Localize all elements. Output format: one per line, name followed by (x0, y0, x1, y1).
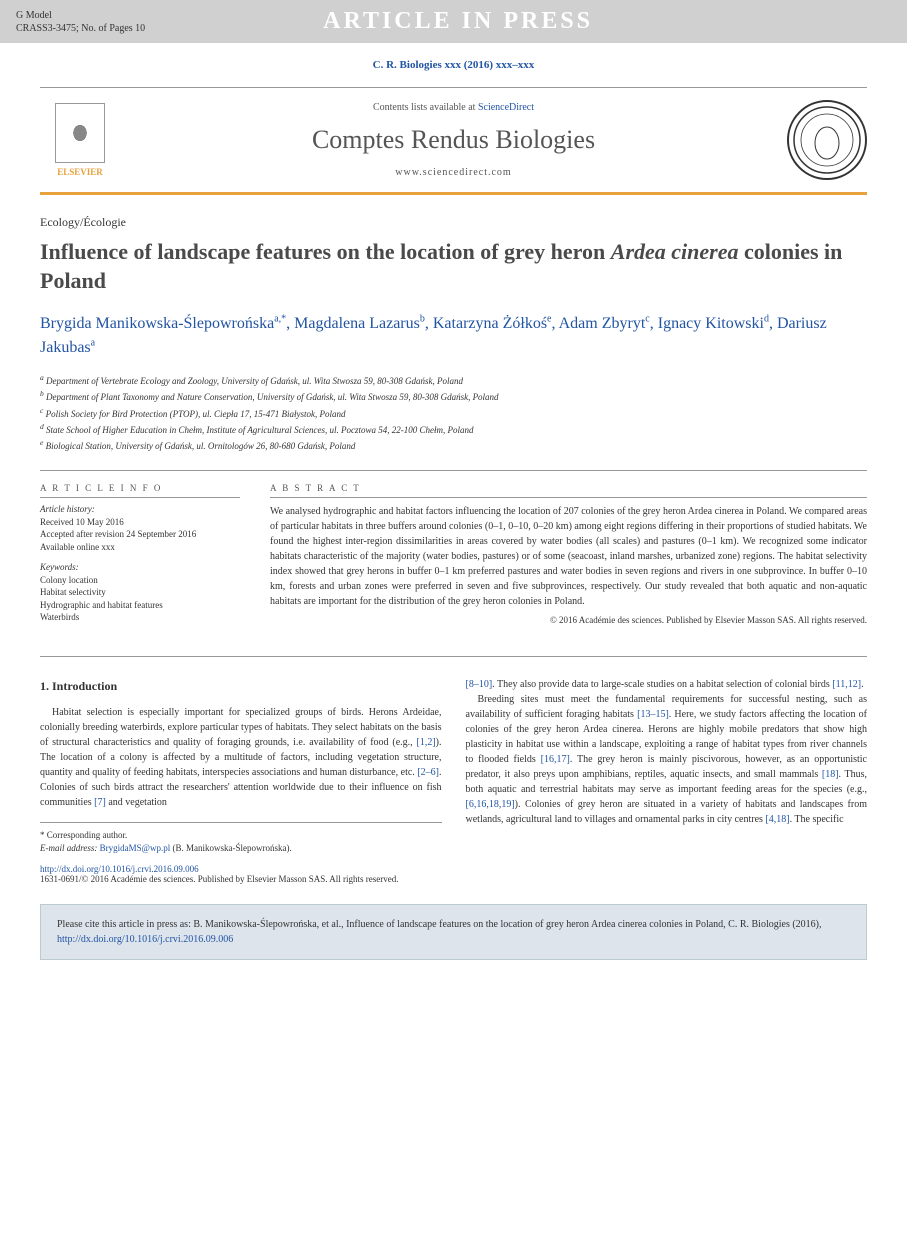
ref-link-9[interactable]: [6,16,18,19] (466, 799, 515, 810)
body-col-right: [8–10]. They also provide data to large-… (466, 677, 868, 856)
ref-link-5[interactable]: [11,12] (832, 679, 861, 690)
ref-link-1[interactable]: [1,2] (416, 737, 435, 748)
cite-doi-link[interactable]: http://dx.doi.org/10.1016/j.crvi.2016.09… (57, 934, 233, 945)
author: Katarzyna Żółkośe, (433, 315, 559, 332)
history-lines: Received 10 May 2016Accepted after revis… (40, 516, 240, 554)
journal-banner: ELSEVIER Contents lists available at Sci… (40, 87, 867, 195)
p3-end: . The specific (790, 814, 844, 825)
keywords-label: Keywords: (40, 562, 240, 572)
info-header: A R T I C L E I N F O (40, 483, 240, 498)
author: Magdalena Lazarusb, (294, 315, 433, 332)
doi-link[interactable]: http://dx.doi.org/10.1016/j.crvi.2016.09… (40, 864, 867, 874)
p2-mid: . They also provide data to large-scale … (492, 679, 832, 690)
keywords-list: Colony locationHabitat selectivityHydrog… (40, 574, 240, 624)
cite-box: Please cite this article in press as: B.… (40, 904, 867, 960)
citation-top: C. R. Biologies xxx (2016) xxx–xxx (0, 43, 907, 79)
history-line: Available online xxx (40, 541, 240, 554)
abstract-column: A B S T R A C T We analysed hydrographic… (270, 483, 867, 632)
ref-link-6[interactable]: [13–15] (637, 709, 669, 720)
keyword: Hydrographic and habitat features (40, 599, 240, 612)
body-col-left: 1. Introduction Habitat selection is esp… (40, 677, 442, 856)
article-in-press-title: ARTICLE IN PRESS (323, 8, 593, 35)
ref-link-3[interactable]: [7] (94, 797, 106, 808)
email-link[interactable]: BrygidaMS@wp.pl (100, 843, 171, 853)
affiliations-list: a Department of Vertebrate Ecology and Z… (40, 372, 867, 454)
ref-link-7[interactable]: [16,17] (541, 754, 570, 765)
keyword: Habitat selectivity (40, 586, 240, 599)
contents-prefix: Contents lists available at (373, 102, 478, 113)
sciencedirect-link[interactable]: ScienceDirect (478, 102, 534, 113)
body-para-1: Habitat selection is especially importan… (40, 705, 442, 810)
gmodel-info: G Model CRASS3-3475; No. of Pages 10 (16, 9, 145, 35)
article-title: Influence of landscape features on the l… (40, 238, 867, 295)
contents-line: Contents lists available at ScienceDirec… (120, 102, 787, 113)
info-abstract-row: A R T I C L E I N F O Article history: R… (40, 470, 867, 632)
history-line: Received 10 May 2016 (40, 516, 240, 529)
article-content: Ecology/Écologie Influence of landscape … (0, 195, 907, 884)
author: Brygida Manikowska-Ślepowrońskaa,*, (40, 315, 294, 332)
corr-label: * Corresponding author. (40, 829, 442, 843)
press-header: G Model CRASS3-3475; No. of Pages 10 ART… (0, 0, 907, 43)
p1-after: and vegetation (106, 797, 167, 808)
email-label: E-mail address: (40, 843, 100, 853)
divider (40, 656, 867, 657)
ref-link-10[interactable]: [4,18] (765, 814, 789, 825)
keyword: Waterbirds (40, 611, 240, 624)
ref-link-4[interactable]: [8–10] (466, 679, 493, 690)
ref-link-2[interactable]: [2–6] (417, 767, 439, 778)
affiliation: a Department of Vertebrate Ecology and Z… (40, 372, 867, 388)
author: Ignacy Kitowskid, (658, 315, 777, 332)
abstract-text: We analysed hydrographic and habitat fac… (270, 504, 867, 609)
keyword: Colony location (40, 574, 240, 587)
affiliation: b Department of Plant Taxonomy and Natur… (40, 388, 867, 404)
body-para-2: [8–10]. They also provide data to large-… (466, 677, 868, 692)
elsevier-logo: ELSEVIER (40, 103, 120, 177)
gmodel-line1: G Model (16, 9, 145, 22)
title-part1: Influence of landscape features on the l… (40, 239, 611, 264)
journal-center: Contents lists available at ScienceDirec… (120, 102, 787, 178)
affiliation: c Polish Society for Bird Protection (PT… (40, 405, 867, 421)
affiliation: d State School of Higher Education in Ch… (40, 421, 867, 437)
journal-url[interactable]: www.sciencedirect.com (120, 167, 787, 178)
body-columns: 1. Introduction Habitat selection is esp… (40, 677, 867, 856)
p1-before: Habitat selection is especially importan… (40, 707, 442, 748)
footer-copyright: 1631-0691/© 2016 Académie des sciences. … (40, 874, 867, 884)
gmodel-line2: CRASS3-3475; No. of Pages 10 (16, 22, 145, 35)
corresponding-author: * Corresponding author. E-mail address: … (40, 822, 442, 856)
title-italic: Ardea cinerea (611, 239, 739, 264)
body-para-3: Breeding sites must meet the fundamental… (466, 692, 868, 827)
abstract-copyright: © 2016 Académie des sciences. Published … (270, 615, 867, 625)
corr-name: (B. Manikowska-Ślepowrońska). (170, 843, 291, 853)
article-category: Ecology/Écologie (40, 215, 867, 230)
elsevier-text: ELSEVIER (40, 167, 120, 177)
authors-list: Brygida Manikowska-Ślepowrońskaa,*, Magd… (40, 311, 867, 360)
author: Adam Zbyrytc, (559, 315, 658, 332)
section-heading: 1. Introduction (40, 677, 442, 695)
history-label: Article history: (40, 504, 240, 514)
corr-email-line: E-mail address: BrygidaMS@wp.pl (B. Mani… (40, 842, 442, 856)
journal-name: Comptes Rendus Biologies (120, 125, 787, 155)
cite-prefix: Please cite this article in press as: B.… (57, 919, 822, 930)
affiliation: e Biological Station, University of Gdań… (40, 437, 867, 453)
article-info-column: A R T I C L E I N F O Article history: R… (40, 483, 240, 632)
abstract-header: A B S T R A C T (270, 483, 867, 498)
elsevier-tree-icon (55, 103, 105, 163)
p2-end: . (861, 679, 864, 690)
ref-link-8[interactable]: [18] (822, 769, 839, 780)
academy-seal-icon (787, 100, 867, 180)
history-line: Accepted after revision 24 September 201… (40, 528, 240, 541)
